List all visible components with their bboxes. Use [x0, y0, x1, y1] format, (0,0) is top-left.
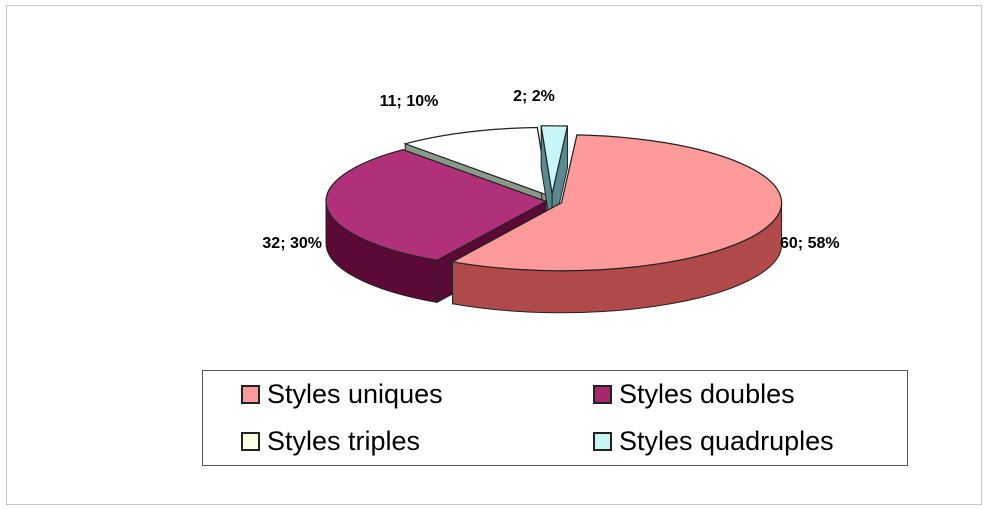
- legend-swatch: [241, 432, 260, 451]
- legend-label: Styles doubles: [619, 379, 795, 409]
- slice-top: [325, 149, 548, 262]
- legend-label: Styles triples: [267, 426, 421, 456]
- data-labels: 60; 58% 32; 30% 11; 10% 2; 2%: [262, 88, 839, 252]
- data-label-styles-uniques: 60; 58%: [780, 235, 840, 252]
- legend-swatch: [593, 385, 612, 404]
- data-label-styles-triples: 11; 10%: [380, 93, 439, 110]
- legend-swatch: [593, 432, 612, 451]
- chart-area: 60; 58% 32; 30% 11; 10% 2; 2% Styles unique…: [6, 5, 982, 505]
- pie-chart: 60; 58% 32; 30% 11; 10% 2; 2%: [262, 88, 840, 314]
- legend-label: Styles uniques: [267, 379, 443, 409]
- data-label-styles-quadruples: 2; 2%: [513, 88, 555, 105]
- data-label-styles-doubles: 32; 30%: [262, 235, 322, 252]
- legend-item-styles-quadruples: Styles quadruples: [593, 426, 834, 457]
- legend: Styles uniques Styles doubles Styles tri…: [202, 370, 908, 466]
- legend-item-styles-triples: Styles triples: [241, 426, 420, 457]
- pie-slice-styles-uniques: [450, 134, 783, 314]
- slice-top: [540, 125, 569, 194]
- slice-top: [403, 126, 550, 197]
- legend-swatch: [241, 385, 260, 404]
- legend-item-styles-doubles: Styles doubles: [593, 379, 795, 410]
- pie-slices: [325, 125, 783, 314]
- legend-label: Styles quadruples: [619, 426, 834, 456]
- slice-top: [450, 134, 783, 272]
- legend-item-styles-uniques: Styles uniques: [241, 379, 443, 410]
